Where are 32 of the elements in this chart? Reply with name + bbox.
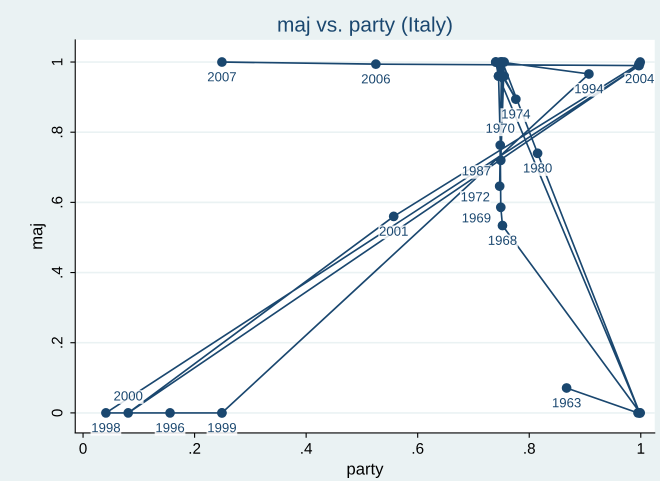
annotation: 1970 [486,124,514,133]
x-tick-label: .4 [301,443,312,454]
annotation: 1968 [488,236,517,245]
x-tick-label: .2 [190,443,200,454]
y-tick-label: .2 [52,337,62,348]
annotation: 1969 [462,213,490,223]
y-tick-label: 1 [52,58,62,66]
chart-title: maj vs. party (Italy) [278,16,452,36]
annotation: 2004 [626,74,654,84]
y-tick-label: .4 [52,266,62,278]
annotation: 1996 [156,422,184,432]
x-tick-label: 0 [79,443,87,454]
annotation: 2006 [362,74,390,84]
annotation: 2007 [208,72,236,82]
y-axis-title: maj [30,224,46,249]
annotation: 1980 [524,163,552,173]
y-tick-label: .8 [52,126,62,138]
annotation: 1994 [575,84,604,94]
annotation: 1974 [502,109,530,119]
annotation: 2000 [114,391,142,401]
annotation: 1999 [208,422,236,432]
annotation: 1998 [92,422,120,432]
y-tick-label: 0 [52,409,62,417]
x-tick-label: .8 [524,443,535,454]
y-tick-label: .6 [52,196,62,208]
x-tick-label: .6 [412,443,424,454]
x-tick-label: 1 [638,443,644,454]
x-axis-title: party [348,464,384,478]
annotation: 1963 [552,398,581,408]
annotation: 1987 [462,166,490,176]
annotation: 1972 [462,192,490,202]
annotation: 2001 [380,226,408,236]
